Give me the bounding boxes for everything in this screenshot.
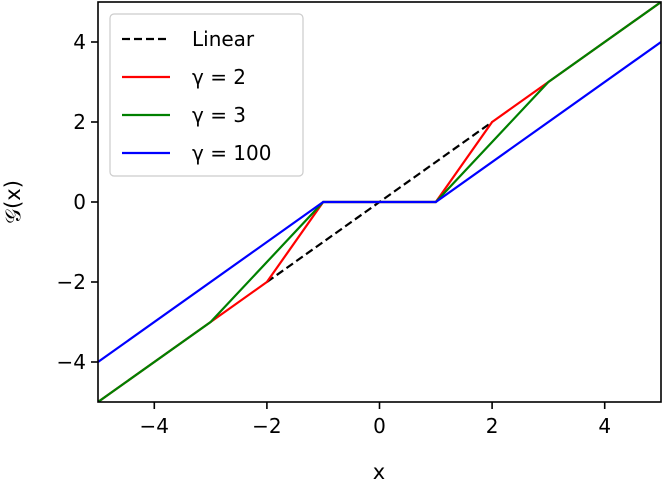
y-tick-label: 0 <box>73 190 86 214</box>
x-tick-label: 2 <box>486 414 499 438</box>
legend-label-0: Linear <box>192 27 255 51</box>
x-tick-label: 0 <box>373 414 386 438</box>
legend-label-3: γ = 100 <box>192 141 271 165</box>
y-axis-label: 𝒢(x) <box>1 180 25 224</box>
x-axis-label: x <box>373 460 385 484</box>
y-tick-label: 4 <box>73 30 86 54</box>
x-tick-label: −2 <box>252 414 281 438</box>
legend: Linear γ = 2 γ = 3 γ = 100 <box>109 13 304 177</box>
x-axis-ticks: −4 −2 0 2 4 <box>140 402 611 438</box>
x-tick-label: 4 <box>598 414 611 438</box>
legend-label-1: γ = 2 <box>192 65 246 89</box>
legend-frame <box>109 13 304 177</box>
y-tick-label: −2 <box>57 270 86 294</box>
y-axis-ticks: −4 −2 0 2 4 <box>57 30 98 374</box>
series-layer <box>98 2 661 402</box>
x-tick-label: −4 <box>140 414 169 438</box>
legend-label-2: γ = 3 <box>192 103 246 127</box>
y-tick-label: −4 <box>57 350 86 374</box>
y-tick-label: 2 <box>73 110 86 134</box>
series-line-3 <box>98 41 661 363</box>
